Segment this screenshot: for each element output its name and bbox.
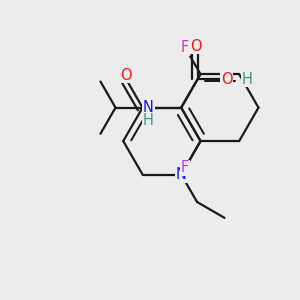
Text: O: O (120, 68, 132, 82)
Text: H: H (143, 113, 154, 128)
Text: N: N (143, 100, 154, 115)
Text: O: O (190, 38, 202, 53)
Text: F: F (181, 40, 189, 55)
Text: H: H (241, 72, 252, 87)
Text: O: O (221, 72, 232, 87)
Text: F: F (181, 160, 189, 175)
Text: N: N (176, 167, 187, 182)
